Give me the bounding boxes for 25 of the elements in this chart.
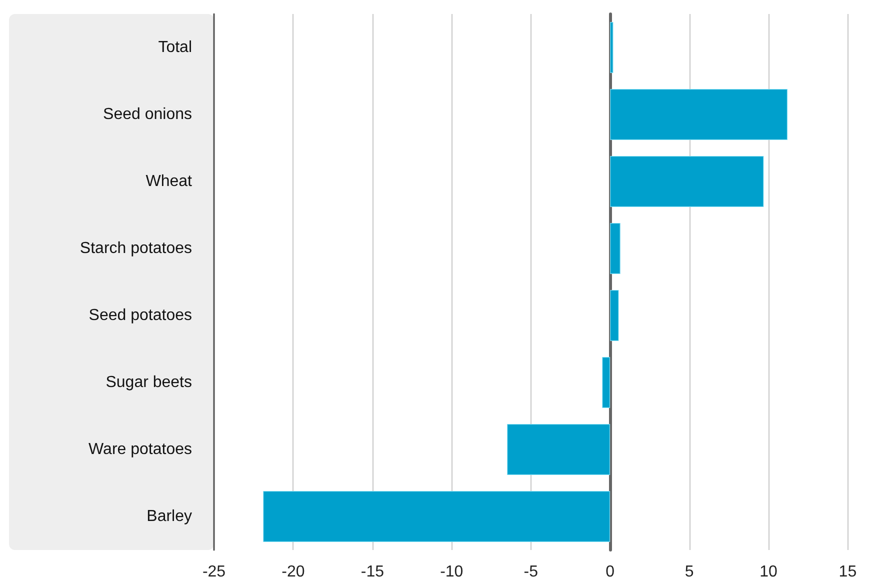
x-tick-label: -20 <box>282 564 305 580</box>
x-tick-label: 5 <box>684 564 694 580</box>
bar <box>610 290 619 341</box>
y-tick-label: Wheat <box>146 173 193 190</box>
y-tick-label: Sugar beets <box>106 374 192 391</box>
x-tick-label: 15 <box>838 564 857 580</box>
x-tick-label: -15 <box>360 564 384 580</box>
bar <box>610 223 620 274</box>
bar <box>610 89 788 140</box>
x-tick-label: 10 <box>760 564 778 580</box>
x-tick-label: 0 <box>606 564 615 580</box>
x-tick-label: -10 <box>440 564 464 580</box>
bar <box>263 491 610 542</box>
y-tick-label: Barley <box>146 508 192 525</box>
y-tick-label: Seed potatoes <box>88 307 192 324</box>
bar <box>602 357 610 408</box>
x-tick-label: -25 <box>202 564 226 580</box>
x-tick-label: -5 <box>524 564 538 580</box>
bar <box>507 424 610 475</box>
y-tick-label: Starch potatoes <box>80 240 192 257</box>
y-tick-label: Seed onions <box>103 106 192 123</box>
bar <box>610 156 764 207</box>
y-tick-label: Ware potatoes <box>88 441 192 458</box>
bar <box>610 22 614 73</box>
y-tick-label: Total <box>158 39 192 56</box>
